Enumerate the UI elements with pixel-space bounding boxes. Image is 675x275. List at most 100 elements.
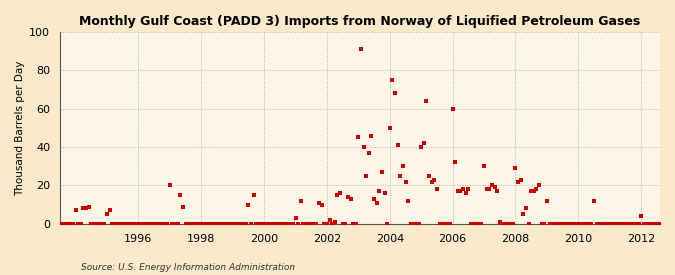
Point: [508, 222, 518, 226]
Point: [531, 187, 542, 191]
Point: [445, 222, 456, 226]
Point: [497, 222, 508, 226]
Point: [565, 222, 576, 226]
Point: [526, 189, 537, 193]
Point: [94, 222, 105, 226]
Point: [259, 222, 269, 226]
Point: [188, 222, 199, 226]
Point: [398, 164, 408, 168]
Point: [151, 222, 162, 226]
Point: [429, 177, 439, 182]
Point: [557, 222, 568, 226]
Point: [300, 222, 311, 226]
Point: [324, 218, 335, 222]
Point: [529, 189, 539, 193]
Point: [410, 222, 421, 226]
Point: [599, 222, 610, 226]
Point: [167, 222, 178, 226]
Point: [395, 174, 406, 178]
Point: [452, 189, 463, 193]
Point: [209, 222, 220, 226]
Point: [327, 222, 338, 226]
Point: [125, 222, 136, 226]
Point: [329, 220, 340, 224]
Point: [505, 222, 516, 226]
Point: [534, 183, 545, 188]
Point: [303, 222, 314, 226]
Point: [552, 222, 563, 226]
Point: [406, 222, 416, 226]
Point: [102, 212, 113, 216]
Point: [392, 143, 403, 147]
Point: [510, 166, 521, 170]
Point: [109, 222, 120, 226]
Point: [470, 222, 481, 226]
Text: Source: U.S. Energy Information Administration: Source: U.S. Energy Information Administ…: [81, 263, 295, 272]
Point: [293, 222, 304, 226]
Point: [107, 222, 117, 226]
Point: [473, 222, 484, 226]
Point: [654, 222, 665, 226]
Point: [73, 222, 84, 226]
Point: [541, 199, 552, 203]
Point: [633, 222, 644, 226]
Point: [240, 222, 251, 226]
Point: [610, 222, 620, 226]
Point: [83, 204, 94, 209]
Point: [321, 222, 332, 226]
Point: [225, 222, 236, 226]
Point: [649, 222, 659, 226]
Point: [615, 222, 626, 226]
Point: [78, 206, 89, 211]
Point: [520, 206, 531, 211]
Title: Monthly Gulf Coast (PADD 3) Imports from Norway of Liquified Petroleum Gases: Monthly Gulf Coast (PADD 3) Imports from…: [80, 15, 641, 28]
Point: [196, 222, 207, 226]
Point: [123, 222, 134, 226]
Point: [448, 106, 458, 111]
Point: [319, 222, 329, 226]
Point: [350, 222, 361, 226]
Point: [204, 222, 215, 226]
Point: [211, 222, 222, 226]
Point: [342, 195, 353, 199]
Point: [198, 222, 209, 226]
Point: [154, 222, 165, 226]
Point: [340, 222, 351, 226]
Point: [560, 222, 570, 226]
Point: [298, 222, 308, 226]
Point: [549, 222, 560, 226]
Point: [133, 222, 144, 226]
Point: [620, 222, 631, 226]
Point: [112, 222, 123, 226]
Point: [476, 222, 487, 226]
Point: [269, 222, 280, 226]
Point: [424, 174, 435, 178]
Point: [279, 222, 290, 226]
Point: [254, 222, 265, 226]
Point: [573, 222, 584, 226]
Point: [421, 99, 432, 103]
Point: [172, 222, 183, 226]
Point: [57, 222, 68, 226]
Point: [248, 193, 259, 197]
Point: [183, 222, 194, 226]
Point: [625, 222, 636, 226]
Point: [201, 222, 212, 226]
Point: [576, 222, 587, 226]
Point: [369, 197, 379, 201]
Point: [178, 204, 188, 209]
Point: [214, 222, 225, 226]
Point: [306, 222, 317, 226]
Point: [335, 191, 346, 195]
Point: [416, 145, 427, 149]
Point: [583, 222, 594, 226]
Point: [439, 222, 450, 226]
Point: [455, 189, 466, 193]
Point: [256, 222, 267, 226]
Point: [272, 222, 283, 226]
Point: [162, 222, 173, 226]
Point: [544, 222, 555, 226]
Point: [481, 187, 492, 191]
Point: [518, 212, 529, 216]
Point: [232, 222, 243, 226]
